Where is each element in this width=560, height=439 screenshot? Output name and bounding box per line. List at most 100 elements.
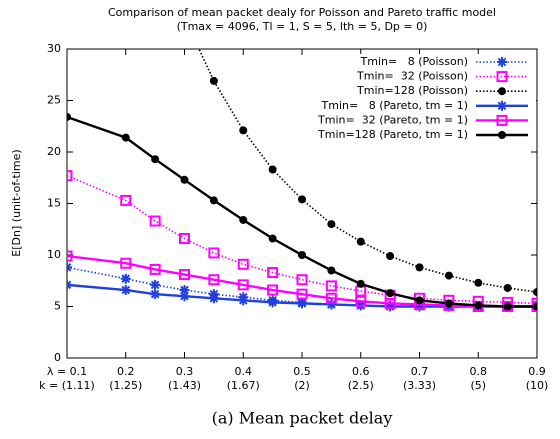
marker (179, 233, 190, 245)
y-tick-label: 5 (54, 300, 61, 313)
marker (179, 291, 190, 302)
marker (149, 215, 161, 227)
marker (298, 251, 306, 259)
y-tick-label: 10 (47, 248, 61, 261)
marker (297, 298, 307, 309)
marker (67, 279, 72, 290)
caption: (a) Mean packet delay (212, 409, 393, 428)
legend-label: Tmin= 8 (Poisson) (360, 55, 468, 68)
marker (327, 266, 336, 275)
marker (150, 289, 161, 300)
marker (209, 76, 218, 85)
marker (444, 299, 453, 308)
legend-label: Tmin= 32 (Pareto, tm = 1) (317, 113, 468, 126)
marker (296, 274, 308, 286)
marker (325, 292, 337, 304)
marker (151, 155, 160, 164)
marker (268, 234, 277, 243)
marker (150, 279, 161, 290)
marker (533, 288, 537, 297)
marker (179, 269, 190, 281)
marker (498, 87, 506, 96)
marker (267, 284, 279, 296)
marker (498, 131, 506, 139)
marker (67, 112, 71, 121)
y-axis-label: E[Dn] (unit-of-time) (10, 149, 23, 256)
marker (298, 195, 306, 204)
chart-subtitle: (Tmax = 4096, Tl = 1, S = 5, lth = 5, Dp… (177, 20, 428, 33)
marker (325, 280, 337, 292)
marker (386, 252, 395, 261)
x-tick-label: 0.2 (117, 365, 135, 378)
marker (120, 285, 131, 296)
marker (180, 175, 189, 184)
marker (415, 263, 424, 272)
marker (267, 297, 278, 308)
marker (268, 165, 277, 174)
y-tick-label: 30 (47, 42, 61, 55)
marker (67, 250, 73, 262)
marker (326, 299, 337, 310)
marker (414, 301, 425, 312)
x-tick-sublabel: (1.67) (227, 379, 260, 392)
x-tick-sublabel: (5) (470, 379, 486, 392)
marker (179, 285, 190, 296)
x-tick-sublabel: (2) (294, 379, 310, 392)
x-tick-label: 0.8 (470, 365, 488, 378)
y-tick-label: 0 (54, 351, 61, 364)
marker (296, 288, 308, 300)
marker (386, 289, 395, 298)
marker (496, 114, 508, 126)
x-tick-label: 0.7 (411, 365, 429, 378)
marker (208, 274, 220, 286)
marker (356, 279, 365, 288)
marker (149, 263, 161, 275)
x-tick-label: λ = 0.1 (47, 365, 87, 378)
marker (503, 302, 512, 311)
x-tick-label: 0.5 (293, 365, 311, 378)
marker (237, 258, 249, 270)
y-tick-label: 25 (47, 94, 61, 107)
marker (67, 170, 73, 182)
marker (208, 293, 219, 304)
x-tick-label: 0.4 (235, 365, 253, 378)
marker (384, 297, 396, 309)
marker (474, 278, 483, 287)
marker (237, 279, 249, 291)
marker (120, 257, 132, 269)
x-tick-label: 0.9 (528, 365, 546, 378)
marker (208, 247, 220, 259)
legend-label: Tmin=128 (Pareto, tm = 1) (317, 128, 468, 141)
x-tick-sublabel: (10) (526, 379, 549, 392)
x-tick-label: 0.3 (176, 365, 194, 378)
marker (120, 194, 132, 206)
marker (474, 301, 483, 310)
x-tick-sublabel: (2.5) (348, 379, 374, 392)
marker (356, 237, 365, 246)
y-tick-label: 15 (47, 197, 61, 210)
x-tick-sublabel: (1.25) (109, 379, 142, 392)
x-tick-label: 0.6 (352, 365, 370, 378)
legend-background (303, 54, 536, 144)
legend-label: Tmin= 8 (Pareto, tm = 1) (321, 99, 468, 112)
marker (444, 271, 453, 280)
marker (415, 296, 424, 305)
marker (497, 100, 507, 111)
plot-area (67, 49, 537, 312)
marker (267, 267, 279, 279)
marker (238, 295, 249, 306)
marker (497, 57, 507, 67)
marker (67, 262, 72, 273)
legend-label: Tmin=128 (Poisson) (356, 84, 468, 97)
marker (355, 295, 367, 307)
marker (209, 196, 218, 205)
x-tick-sublabel: k = (1.11) (39, 379, 95, 392)
series-line (67, 254, 537, 308)
legend: Tmin= 8 (Poisson)Tmin= 32 (Poisson)Tmin=… (303, 54, 536, 144)
marker (503, 283, 512, 292)
marker (327, 220, 336, 229)
series-line (67, 115, 537, 308)
x-tick-sublabel: (1.43) (168, 379, 201, 392)
